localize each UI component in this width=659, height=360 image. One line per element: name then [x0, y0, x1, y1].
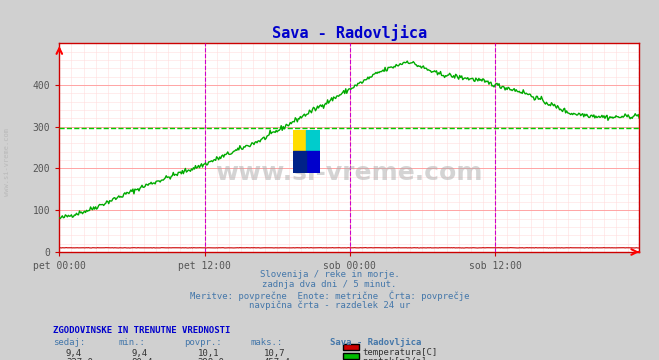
Text: 298,0: 298,0 — [198, 358, 225, 360]
Bar — [306, 151, 320, 173]
Text: navpična črta - razdelek 24 ur: navpična črta - razdelek 24 ur — [249, 300, 410, 310]
Text: 10,1: 10,1 — [198, 349, 219, 358]
Text: zadnja dva dni / 5 minut.: zadnja dva dni / 5 minut. — [262, 280, 397, 289]
Title: Sava - Radovljica: Sava - Radovljica — [272, 24, 427, 41]
Text: 80,4: 80,4 — [132, 358, 154, 360]
Text: sedaj:: sedaj: — [53, 338, 85, 347]
Text: 10,7: 10,7 — [264, 349, 285, 358]
Text: 457,4: 457,4 — [264, 358, 291, 360]
Bar — [293, 151, 306, 173]
Text: Meritve: povprečne  Enote: metrične  Črta: povprečje: Meritve: povprečne Enote: metrične Črta:… — [190, 290, 469, 301]
Text: 9,4: 9,4 — [66, 349, 82, 358]
Text: min.:: min.: — [119, 338, 146, 347]
Text: temperatura[C]: temperatura[C] — [362, 348, 438, 357]
Text: pretok[m3/s]: pretok[m3/s] — [362, 357, 427, 360]
Bar — [293, 130, 306, 151]
Bar — [306, 130, 320, 151]
Text: 327,0: 327,0 — [66, 358, 93, 360]
Text: Slovenija / reke in morje.: Slovenija / reke in morje. — [260, 270, 399, 279]
Text: povpr.:: povpr.: — [185, 338, 222, 347]
Text: maks.:: maks.: — [250, 338, 283, 347]
Text: www.si-vreme.com: www.si-vreme.com — [3, 128, 10, 196]
Text: 9,4: 9,4 — [132, 349, 148, 358]
Text: Sava - Radovljica: Sava - Radovljica — [330, 338, 421, 347]
Text: ZGODOVINSKE IN TRENUTNE VREDNOSTI: ZGODOVINSKE IN TRENUTNE VREDNOSTI — [53, 326, 230, 335]
Text: www.si-vreme.com: www.si-vreme.com — [215, 161, 483, 185]
